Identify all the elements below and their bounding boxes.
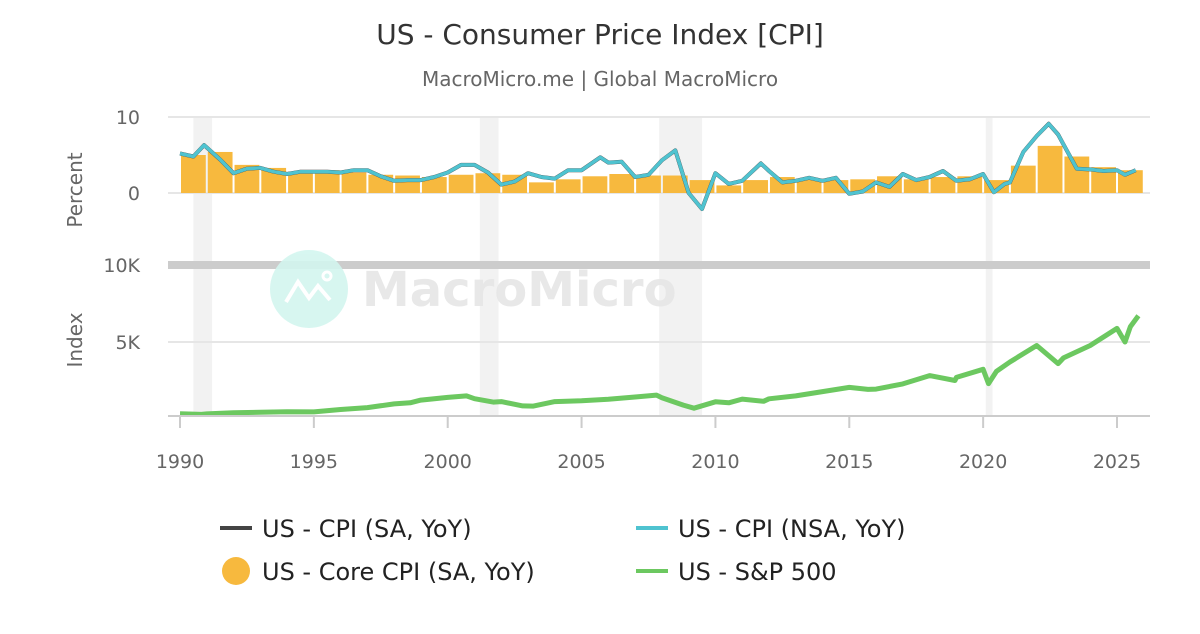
axes: 10 0 Percent 10K 5K Index 1990 1995 2000 2005 2010… bbox=[63, 107, 1150, 473]
legend-item: US - CPI (SA, YoY) bbox=[220, 515, 472, 543]
y-tick-label: 5K bbox=[115, 332, 140, 354]
core-cpi-bar bbox=[662, 175, 688, 193]
y-tick-label: 10 bbox=[116, 107, 140, 129]
x-tick-label: 2015 bbox=[825, 451, 873, 473]
core-cpi-bar bbox=[609, 174, 635, 193]
x-tick-label: 2000 bbox=[424, 451, 472, 473]
watermark-logo: MacroMicro bbox=[270, 250, 677, 328]
core-cpi-bar bbox=[582, 176, 608, 193]
core-cpi-bar bbox=[421, 177, 447, 193]
x-tick-label: 1990 bbox=[156, 451, 204, 473]
legend-label: US - CPI (NSA, YoY) bbox=[678, 515, 906, 543]
core-cpi-bar bbox=[716, 185, 742, 193]
legend-label: US - CPI (SA, YoY) bbox=[262, 515, 472, 543]
series-line-us-cpi-nsa-yoy- bbox=[179, 122, 1137, 211]
legend: US - CPI (SA, YoY) US - CPI (NSA, YoY) US … bbox=[220, 515, 906, 586]
chart-title: US - Consumer Price Index [CPI] bbox=[376, 18, 824, 51]
watermark-text: MacroMicro bbox=[362, 262, 677, 318]
core-cpi-bar bbox=[743, 180, 768, 193]
panel-divider bbox=[168, 261, 1150, 269]
y-tick-label: 0 bbox=[128, 183, 140, 205]
core-cpi-bar bbox=[930, 177, 956, 193]
chart-subtitle: MacroMicro.me | Global MacroMicro bbox=[422, 67, 778, 91]
x-tick-label: 2020 bbox=[959, 451, 1007, 473]
y-tick-label: 10K bbox=[103, 255, 140, 277]
legend-item: US - S&P 500 bbox=[636, 558, 837, 586]
x-tick-label: 1995 bbox=[290, 451, 338, 473]
series-layer bbox=[179, 121, 1143, 417]
core-cpi-bar bbox=[341, 172, 367, 193]
core-cpi-bar bbox=[448, 174, 474, 193]
core-cpi-bar bbox=[903, 179, 929, 193]
y-axis-label: Index bbox=[63, 312, 87, 367]
y-axis-label: Percent bbox=[63, 152, 87, 227]
core-cpi-bar bbox=[1064, 156, 1090, 193]
watermark-circle bbox=[270, 250, 348, 328]
series-line-us-s-p-500 bbox=[179, 314, 1141, 417]
x-tick-label: 2025 bbox=[1093, 451, 1141, 473]
core-cpi-bar bbox=[796, 179, 822, 193]
core-cpi-bar bbox=[1037, 145, 1063, 193]
watermark-dot-icon bbox=[321, 270, 333, 282]
x-tick-label: 2010 bbox=[691, 451, 739, 473]
legend-label: US - S&P 500 bbox=[678, 558, 837, 586]
core-cpi-bar bbox=[314, 170, 340, 193]
legend-item: US - CPI (NSA, YoY) bbox=[636, 515, 906, 543]
x-tick-label: 2005 bbox=[557, 451, 605, 473]
core-cpi-bar bbox=[555, 179, 581, 193]
core-cpi-bar bbox=[288, 171, 313, 193]
core-cpi-bar bbox=[636, 175, 661, 193]
legend-item: US - Core CPI (SA, YoY) bbox=[222, 557, 535, 586]
core-cpi-bar bbox=[475, 173, 501, 193]
legend-circle-icon bbox=[222, 557, 250, 585]
legend-label: US - Core CPI (SA, YoY) bbox=[262, 558, 535, 586]
core-cpi-bar bbox=[181, 155, 206, 193]
core-cpi-bar bbox=[529, 182, 554, 193]
watermark-chart-icon bbox=[284, 278, 332, 304]
